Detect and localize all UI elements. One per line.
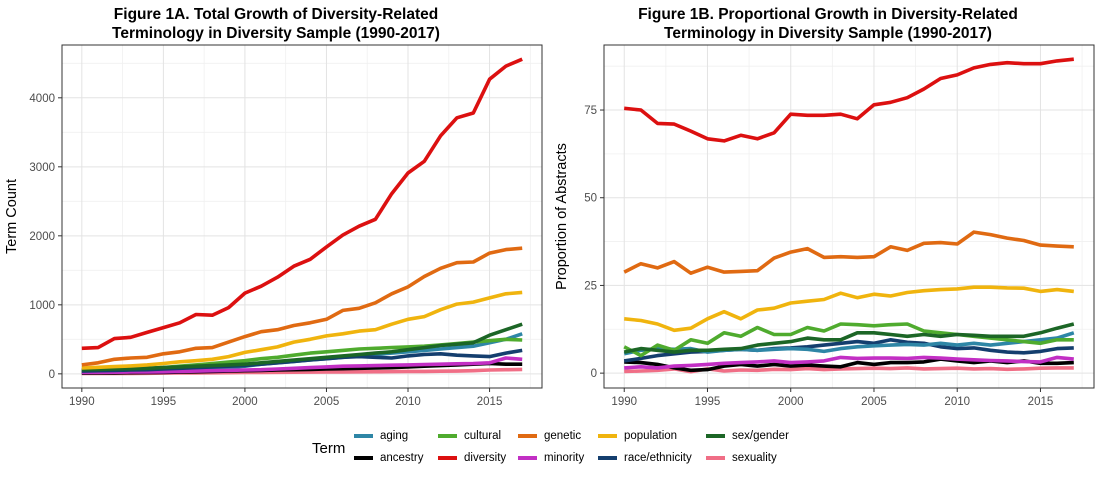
legend-label: sexuality: [732, 452, 777, 464]
figure-1b-x-tick-label: 2005: [861, 396, 887, 408]
legend-title: Term: [312, 440, 346, 457]
figure-1a-title: Figure 1A. Total Growth of Diversity-Rel…: [0, 5, 552, 43]
figure-1b-x-tick-label: 2015: [1028, 396, 1054, 408]
figure-1b-panel: Figure 1B. Proportional Growth in Divers…: [552, 0, 1104, 410]
figure-1b-series-line-genetic: [623, 230, 1074, 276]
figure-1b-y-tick-label: 0: [591, 368, 597, 380]
legend-key-aging: [354, 434, 373, 438]
figure-1a-y-axis-label: Term Count: [4, 179, 20, 254]
figure-1b-y-axis-label: Proportion of Abstracts: [554, 143, 570, 290]
legend-key-race-ethnicity: [598, 456, 617, 460]
legend-key-genetic: [518, 434, 537, 438]
legend-label: population: [624, 430, 678, 442]
figure-1b-title-line-2: Terminology in Diversity Sample (1990-20…: [664, 25, 992, 42]
figure-1a-series-line-genetic: [81, 246, 523, 367]
legend-label: ancestry: [380, 452, 424, 464]
legend-item-ancestry: ancestry: [354, 448, 423, 468]
legend-item-sex-gender: sex/gender: [706, 426, 789, 446]
legend-label: minority: [544, 452, 585, 464]
legend-key-cultural: [438, 434, 457, 438]
figure-1a-panel-border: [61, 44, 543, 389]
figure-1a-y-tick-label: 4000: [29, 93, 55, 105]
figure-1a-x-tick-label: 2015: [477, 396, 503, 408]
legend-item-population: population: [598, 426, 677, 446]
legend-item-diversity: diversity: [438, 448, 506, 468]
legend-key-diversity: [438, 456, 457, 460]
legend-item-minority: minority: [518, 448, 584, 468]
figure-1a-y-tick-label: 1000: [29, 300, 55, 312]
figure-1a-title-line-1: Figure 1A. Total Growth of Diversity-Rel…: [113, 6, 439, 23]
figure-1a-series-line-minority: [81, 356, 523, 375]
figure-1a-series-group: [81, 57, 523, 376]
figure-1a-x-tick-label: 1995: [151, 396, 177, 408]
figure-1a-y-tick-label: 0: [49, 369, 55, 381]
legend-item-sexuality: sexuality: [706, 448, 777, 468]
legend-item-cultural: cultural: [438, 426, 501, 446]
figure-1b-series-line-sex-gender: [623, 322, 1075, 354]
figure-1a-chart: 1990 1995 2000 2005 2010 2015 0 1000 2000 3000 400…: [4, 44, 543, 408]
legend-label: genetic: [544, 430, 582, 442]
figure-1b-y-tick-label: 50: [584, 193, 597, 205]
figure-1a-x-tick-label: 1990: [69, 396, 95, 408]
figure-1b-series-line-cultural: [623, 322, 1074, 358]
figure-1b-y-tick-label: 75: [584, 105, 597, 117]
figure-1a-series-line-diversity: [81, 57, 523, 351]
legend-item-genetic: genetic: [518, 426, 581, 446]
legend-label: sex/gender: [732, 430, 789, 442]
legend-label: aging: [380, 430, 409, 442]
legend-key-sexuality: [706, 456, 725, 460]
figure-1b-title-line-1: Figure 1B. Proportional Growth in Divers…: [638, 6, 1018, 23]
figure-1a-x-tick-label: 2010: [395, 396, 421, 408]
chart-legend: Term aging ancestry cultural diversity genet…: [312, 426, 832, 470]
figure-1a-y-tick-label: 3000: [29, 162, 55, 174]
figure-1b-gridlines: [604, 45, 1094, 388]
legend-key-minority: [518, 456, 537, 460]
figure-1b-panel-border: [603, 44, 1095, 389]
legend-key-ancestry: [354, 456, 373, 460]
figure-1a-series-line-sex-gender: [81, 322, 523, 372]
figure-1b-title: Figure 1B. Proportional Growth in Divers…: [552, 5, 1104, 43]
figure-1b-series-line-population: [624, 285, 1074, 333]
legend-label: cultural: [464, 430, 502, 442]
figure-1b-y-tick-label: 25: [584, 280, 597, 292]
figure-1b-series-line-minority: [624, 355, 1074, 370]
figure-1b-x-tick-label: 2010: [944, 396, 970, 408]
figure-1b-series-line-diversity: [624, 57, 1074, 143]
figure-1b-series-group: [623, 57, 1075, 374]
figure-1b-x-tick-label: 2000: [778, 396, 804, 408]
figure-1b-x-tick-label: 1990: [611, 396, 637, 408]
legend-key-population: [598, 434, 617, 438]
legend-label: diversity: [464, 452, 507, 464]
legend-key-sex-gender: [706, 434, 725, 438]
legend-label: race/ethnicity: [624, 452, 692, 464]
figure-1a-x-tick-label: 2005: [314, 396, 340, 408]
figure-1b-chart: 1990 1995 2000 2005 2010 2015 0 25 50 75 Proportio…: [554, 44, 1095, 408]
figure-1a-series-line-population: [81, 290, 523, 370]
legend-item-aging: aging: [354, 426, 408, 446]
figure-1b-x-tick-label: 1995: [695, 396, 721, 408]
figure-1a-y-tick-label: 2000: [29, 231, 55, 243]
legend-item-race-ethnicity: race/ethnicity: [598, 448, 692, 468]
figure-1a-x-tick-label: 2000: [232, 396, 258, 408]
figure-1a-title-line-2: Terminology in Diversity Sample (1990-20…: [112, 25, 440, 42]
figure-1a-gridlines: [62, 45, 542, 388]
figure-1a-panel: Figure 1A. Total Growth of Diversity-Rel…: [0, 0, 552, 410]
